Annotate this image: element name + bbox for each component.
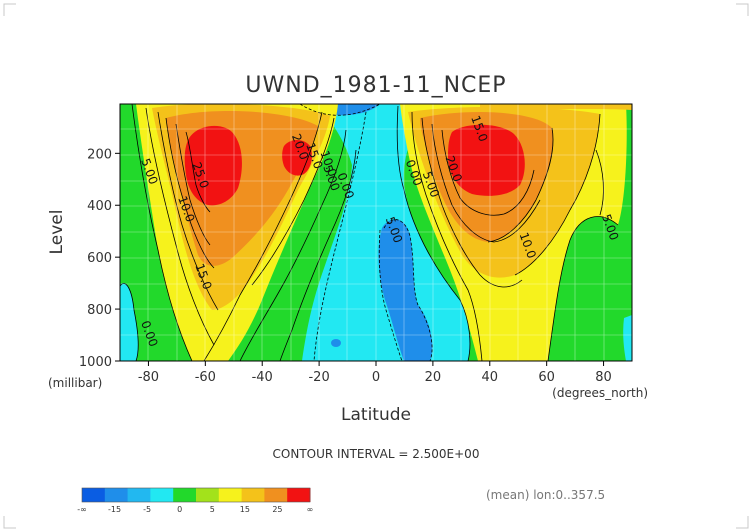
colorbar-swatch (218, 488, 243, 502)
region-blue-dot (331, 339, 341, 347)
colorbar-swatch (196, 488, 220, 502)
x-tick-label: -20 (308, 370, 329, 385)
colorbar: -∞ -15 -5 0 5 15 25 ∞ (77, 487, 314, 514)
x-axis: -80 -60 -40 -20 0 20 40 60 80 (138, 361, 612, 385)
region-blue-lower (378, 219, 433, 361)
chart-title: UWND_1981-11_NCEP (245, 73, 506, 98)
colorbar-swatch (241, 488, 265, 502)
colorbar-swatch (150, 488, 174, 502)
nh-jet-core (448, 124, 525, 196)
colorbar-label: 5 (210, 505, 215, 514)
colorbar-swatch (104, 488, 129, 502)
region-cyan-right (623, 315, 632, 361)
colorbar-label: ∞ (307, 505, 314, 514)
region-cyan-left (120, 282, 139, 361)
grid-lines (120, 104, 632, 361)
x-tick-label: 80 (595, 370, 612, 385)
footer-note: (mean) lon:0..357.5 (486, 488, 605, 502)
colorbar-swatch (173, 488, 197, 502)
x-tick-label: -80 (138, 370, 159, 385)
x-axis-label: Latitude (341, 405, 411, 425)
colorbar-label: 0 (177, 505, 182, 514)
x-tick-label: 0 (372, 370, 380, 385)
colorbar-swatch (127, 488, 151, 502)
y-axis-units: (millibar) (48, 376, 102, 390)
colorbar-label: -5 (143, 505, 151, 514)
x-tick-label: -60 (195, 370, 216, 385)
x-tick-label: 40 (482, 370, 499, 385)
x-tick-label: 60 (538, 370, 555, 385)
y-tick-label: 400 (87, 199, 112, 214)
y-tick-label: 1000 (79, 355, 112, 370)
colorbar-swatch (264, 488, 288, 502)
y-axis-label: Level (47, 210, 67, 255)
corner-marks (3, 3, 749, 529)
x-tick-label: -40 (252, 370, 273, 385)
contour-interval-text: CONTOUR INTERVAL = 2.500E+00 (273, 447, 480, 461)
colorbar-label: -∞ (77, 505, 87, 514)
x-tick-label: 20 (425, 370, 442, 385)
x-axis-units: (degrees_north) (552, 386, 648, 400)
colorbar-frame (81, 487, 311, 503)
colorbar-label: -15 (108, 505, 121, 514)
y-tick-label: 800 (87, 303, 112, 318)
colorbar-swatch (287, 488, 311, 502)
colorbar-label: 15 (240, 505, 250, 514)
y-tick-label: 600 (87, 251, 112, 266)
colorbar-label: 25 (272, 505, 282, 514)
colorbar-swatch (82, 488, 106, 502)
sh-jet-core (184, 125, 242, 206)
y-tick-label: 200 (87, 147, 112, 162)
y-axis: 200 400 600 800 1000 (79, 147, 120, 370)
